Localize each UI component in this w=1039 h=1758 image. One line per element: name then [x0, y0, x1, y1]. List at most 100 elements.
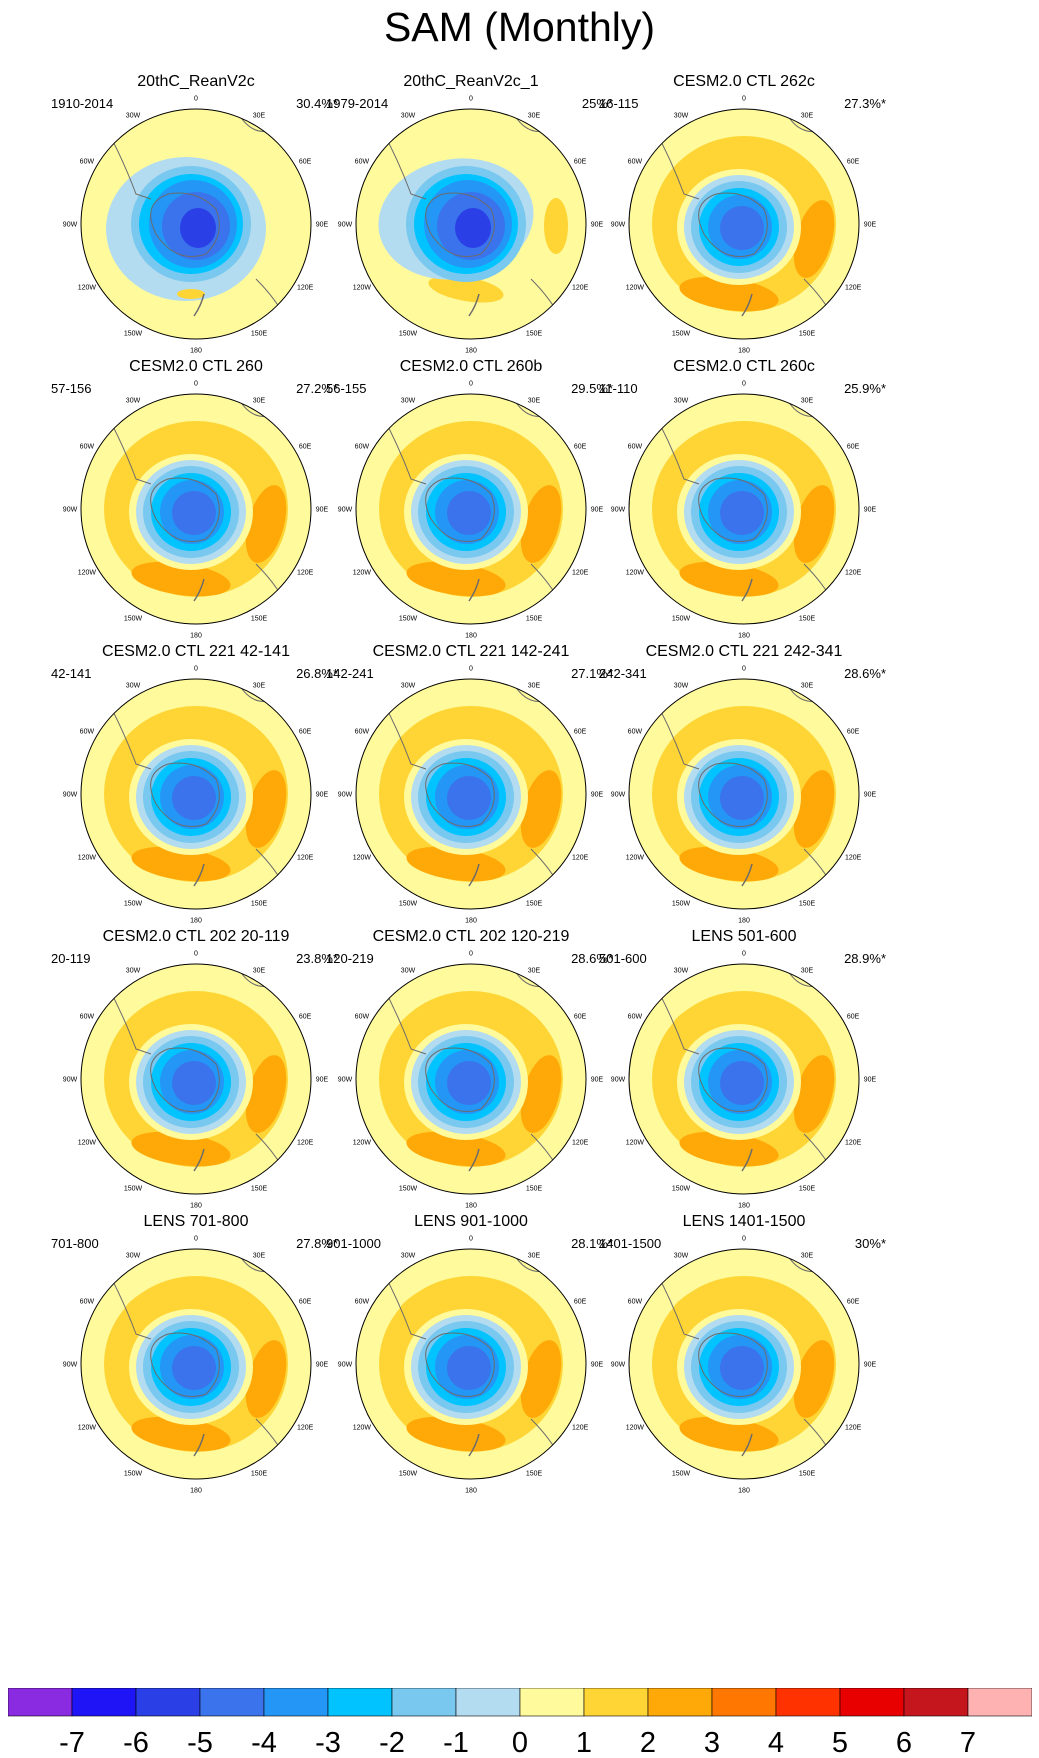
colorbar-swatch [391, 1688, 457, 1717]
longitude-label: 150E [526, 616, 543, 623]
longitude-label: 90W [611, 1077, 626, 1084]
negative-ring-5 [720, 776, 764, 820]
longitude-label: 60W [80, 729, 95, 736]
map-boundary [80, 963, 312, 1195]
polar-map: 0 30E 60E 90E 120E 150E 180 150W 120W 90W 60W 30W [611, 951, 877, 1210]
colorbar-swatch [519, 1688, 585, 1717]
map-field [356, 964, 586, 1194]
longitude-label: 60E [574, 444, 587, 451]
antarctica-coastline [150, 762, 220, 827]
map-field [81, 964, 311, 1194]
longitude-label: 30W [126, 112, 141, 119]
new-zealand-coastline [741, 863, 753, 887]
longitude-label: 30E [253, 397, 266, 404]
longitude-label: 120E [572, 1425, 589, 1432]
panel-years: 56-155 [326, 381, 367, 396]
positive-lobe-south [406, 1416, 506, 1452]
longitude-label: 90W [611, 507, 626, 514]
longitude-label: 60W [80, 1014, 95, 1021]
longitude-label: 30W [674, 397, 689, 404]
map-field [81, 394, 311, 624]
positive-lobe-south [428, 275, 504, 303]
positive-lobe-west [400, 1025, 432, 1053]
longitude-label: 60W [80, 1299, 95, 1306]
longitude-label: 120E [845, 1425, 862, 1432]
colorbar-swatch [647, 1688, 713, 1717]
panel-variance-percent: 27.1%* [571, 666, 613, 681]
panel-variance-percent: 28.1%* [571, 1236, 613, 1251]
longitude-label: 60W [628, 159, 643, 166]
longitude-label: 30E [528, 967, 541, 974]
longitude-label: 150E [251, 901, 268, 908]
positive-lobe-northwest [671, 1280, 737, 1318]
colorbar-tick-label: 4 [768, 1727, 784, 1758]
new-zealand-coastline [741, 1148, 753, 1172]
colorbar-swatch [263, 1688, 329, 1717]
panel-title: CESM2.0 CTL 221 42-141 [102, 643, 290, 660]
colorbar-tick-label: -7 [59, 1727, 85, 1758]
longitude-label: 180 [738, 348, 750, 355]
new-zealand-coastline [193, 863, 205, 887]
longitude-label: 150E [799, 1471, 816, 1478]
antarctica-coastline [425, 192, 495, 257]
longitude-label: 180 [190, 1203, 202, 1210]
longitude-label: 30W [401, 967, 416, 974]
map-panel: LENS 501-600 501-600 28.9%* 0 30E 60E 90E 120E 1… [594, 927, 894, 1217]
positive-lobe-east [793, 200, 835, 278]
longitude-label: 150E [799, 901, 816, 908]
longitude-label: 150E [251, 1471, 268, 1478]
longitude-label: 30E [253, 1252, 266, 1259]
positive-lobe-east [245, 770, 287, 848]
antarctica-coastline [150, 1047, 220, 1112]
longitude-label: 0 [194, 666, 198, 673]
positive-lobe-south [131, 1131, 231, 1167]
longitude-label: 180 [738, 1488, 750, 1495]
positive-lobe-west [673, 170, 705, 198]
new-zealand-coastline [468, 1148, 480, 1172]
panel-variance-percent: 28.6%* [571, 951, 613, 966]
longitude-label: 180 [190, 633, 202, 640]
panel-title: CESM2.0 CTL 202 120-219 [372, 928, 570, 945]
negative-ring-5 [172, 776, 216, 820]
colorbar-swatch [8, 1688, 73, 1717]
longitude-label: 90W [63, 792, 78, 799]
polar-map: 0 30E 60E 90E 120E 150E 180 150W 120W 90W 60W 30W [63, 951, 329, 1210]
polar-map: 0 30E 60E 90E 120E 150E 180 150W 120W 90W 60W 30W [338, 96, 604, 355]
longitude-label: 150W [672, 1471, 691, 1478]
longitude-label: 90W [611, 222, 626, 229]
longitude-label: 30W [401, 397, 416, 404]
map-boundary [355, 393, 587, 625]
polar-map: 0 30E 60E 90E 120E 150E 180 150W 120W 90W 60W 30W [611, 1236, 877, 1495]
antarctica-coastline [150, 477, 220, 542]
negative-ring-5 [720, 1346, 764, 1390]
map-boundary [628, 963, 860, 1195]
figure-title: SAM (Monthly) [383, 4, 656, 50]
longitude-label: 120E [572, 285, 589, 292]
longitude-label: 150W [672, 1186, 691, 1193]
longitude-label: 90W [338, 1362, 353, 1369]
longitude-label: 180 [738, 633, 750, 640]
longitude-label: 180 [190, 348, 202, 355]
longitude-label: 180 [465, 348, 477, 355]
longitude-label: 60W [628, 729, 643, 736]
longitude-label: 90E [864, 792, 877, 799]
colorbar-tick-label: 5 [832, 1727, 848, 1758]
longitude-label: 90W [63, 507, 78, 514]
positive-lobe-east [520, 485, 562, 563]
longitude-label: 150W [672, 616, 691, 623]
panel-variance-percent: 28.6%* [844, 666, 886, 681]
longitude-label: 90W [338, 507, 353, 514]
colorbar: -7 -6 -5 -4 -3 -2 -1 0 1 2 3 4 5 6 7 [8, 1688, 1032, 1758]
polar-map: 0 30E 60E 90E 120E 150E 180 150W 120W 90W 60W 30W [63, 666, 329, 925]
longitude-label: 150E [526, 331, 543, 338]
longitude-label: 120W [78, 1425, 97, 1432]
map-panel: LENS 1401-1500 1401-1500 30%* 0 30E 60E 90E 120… [594, 1212, 894, 1502]
antarctica-coastline [425, 1047, 495, 1112]
longitude-label: 90W [338, 222, 353, 229]
longitude-label: 120W [626, 855, 645, 862]
polar-map: 0 30E 60E 90E 120E 150E 180 150W 120W 90W 60W 30W [338, 951, 604, 1210]
panel-years: 701-800 [51, 1236, 99, 1251]
panel-title: CESM2.0 CTL 260c [673, 358, 815, 375]
longitude-label: 30W [401, 112, 416, 119]
longitude-label: 0 [469, 951, 473, 958]
